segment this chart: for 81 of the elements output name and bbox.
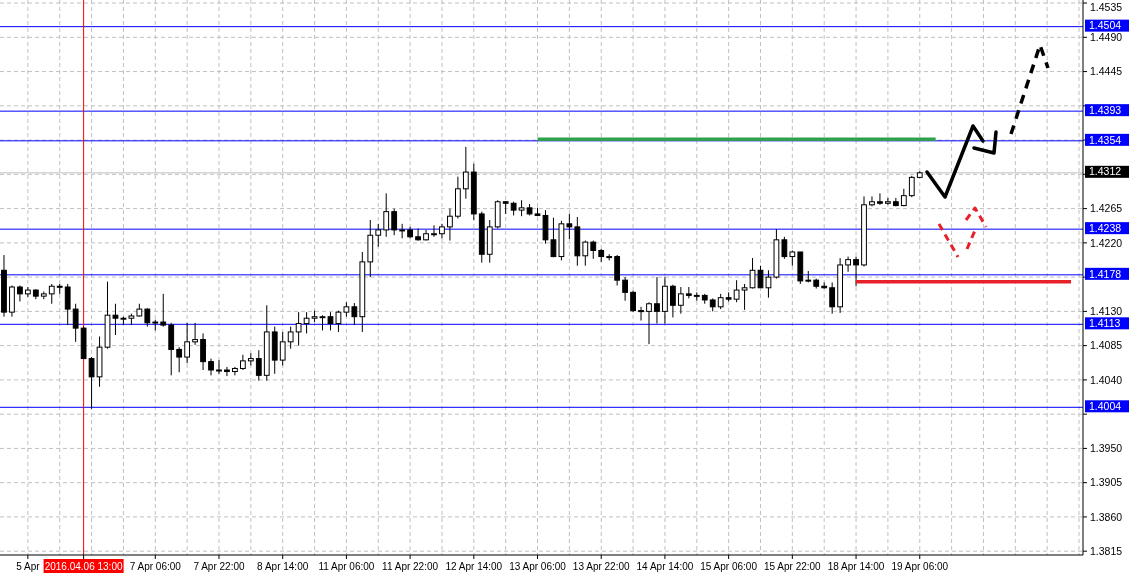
y-tick-label: 1.3815 — [1090, 544, 1123, 557]
candlestick — [462, 146, 469, 200]
candlestick — [287, 326, 294, 350]
candlestick — [224, 366, 230, 377]
ref-line-label: 1.4312 — [1089, 165, 1122, 178]
x-tick-label: 7 Apr 06:00 — [129, 561, 182, 572]
candlestick — [845, 256, 851, 273]
candlestick — [614, 254, 621, 286]
candlestick — [415, 227, 421, 242]
ref-line-label: 1.4354 — [1089, 133, 1122, 146]
candlestick — [829, 281, 836, 315]
candlestick — [853, 256, 859, 287]
x-tick-label: 18 Apr 14:00 — [827, 561, 885, 572]
x-tick-label: 14 Apr 14:00 — [636, 561, 694, 572]
candlestick — [279, 331, 286, 366]
candlestick — [144, 307, 151, 328]
candlestick — [877, 192, 883, 206]
y-tick-label: 1.4085 — [1090, 339, 1123, 352]
y-tick-label: 1.4040 — [1090, 373, 1123, 386]
y-tick-label: 1.3860 — [1090, 510, 1123, 523]
candlestick — [677, 286, 684, 315]
candlestick — [255, 349, 262, 382]
candlestick — [670, 284, 676, 318]
candlestick — [582, 240, 589, 267]
x-tick-label: 12 Apr 14:00 — [445, 561, 503, 572]
y-tick-label: 1.3905 — [1090, 476, 1123, 489]
candlestick — [391, 208, 398, 236]
x-tick-label: 7 Apr 22:00 — [193, 561, 245, 572]
y-tick-label: 1.4445 — [1090, 65, 1123, 78]
candlestick — [622, 276, 628, 302]
candlestick — [216, 359, 222, 375]
candlestick — [64, 283, 71, 326]
candlestick — [733, 279, 740, 303]
x-tick-label: 13 Apr 22:00 — [572, 561, 631, 572]
candlestick — [48, 283, 55, 305]
y-tick-label: 1.4535 — [1090, 0, 1123, 13]
x-tick-label: 19 Apr 06:00 — [891, 561, 949, 572]
y-tick-label: 1.4265 — [1090, 202, 1123, 215]
y-tick-label: 1.4130 — [1090, 305, 1123, 318]
candlestick — [351, 302, 358, 326]
y-tick-label: 1.4220 — [1090, 236, 1123, 249]
candlestick — [566, 213, 573, 240]
candlestick — [908, 175, 915, 198]
candlestick — [88, 356, 95, 410]
candlestick — [383, 192, 390, 238]
candlestick — [72, 303, 79, 343]
candlestick — [232, 366, 238, 376]
y-tick-label: 1.4490 — [1090, 30, 1123, 43]
candlestick — [431, 224, 437, 238]
candlestick — [781, 236, 788, 260]
ref-line-label: 1.4004 — [1089, 399, 1122, 412]
x-tick-label: 11 Apr 06:00 — [318, 561, 375, 572]
candlestick — [303, 311, 310, 334]
ref-line-label: 1.4238 — [1089, 221, 1122, 234]
y-tick-label: 1.3950 — [1090, 442, 1123, 455]
ref-line-label: 1.4113 — [1089, 317, 1121, 329]
candlestick — [654, 276, 660, 325]
x-tick-label: 11 Apr 22:00 — [382, 561, 439, 572]
x-tick-label: 8 Apr 14:00 — [257, 561, 309, 572]
candlestick — [447, 208, 453, 242]
candlestick — [375, 223, 382, 248]
x-tick-label: 15 Apr 22:00 — [763, 561, 822, 572]
x-tick-label: 15 Apr 06:00 — [700, 561, 758, 572]
candlestick — [200, 332, 206, 371]
candlestick — [630, 290, 636, 313]
x-tick-label: 2016.04.06 13:00 — [44, 561, 123, 572]
candlestick — [885, 197, 891, 206]
candlestick — [295, 311, 302, 347]
x-tick-label: 5 Apr — [16, 561, 41, 572]
candlestick — [160, 293, 167, 328]
candlestick — [184, 322, 191, 364]
x-tick-label: 13 Apr 06:00 — [509, 561, 567, 572]
candlestick — [192, 322, 198, 346]
candlestick — [638, 306, 644, 322]
candlestick — [646, 301, 652, 345]
candlestick — [399, 223, 406, 239]
ref-line-label: 1.4504 — [1089, 19, 1122, 32]
candlestick — [869, 195, 875, 207]
ref-line-label: 1.4393 — [1089, 103, 1122, 116]
candlestick — [176, 346, 183, 373]
ref-line-label: 1.4178 — [1089, 267, 1122, 280]
